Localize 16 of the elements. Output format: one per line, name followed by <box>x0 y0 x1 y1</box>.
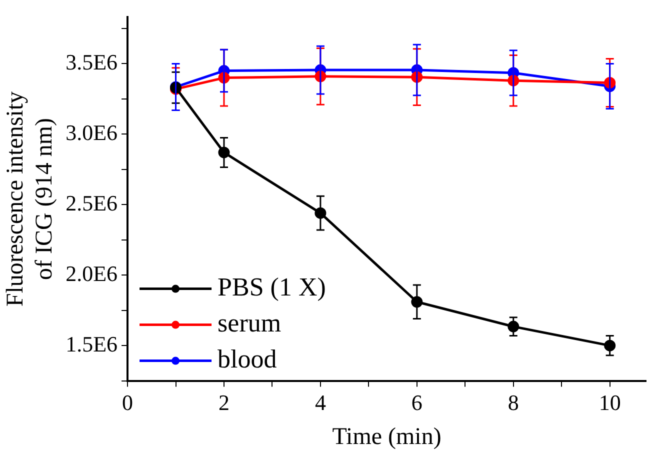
y-tick-label: 2.5E6 <box>66 190 118 216</box>
x-tick-label: 8 <box>508 390 519 415</box>
x-tick-label: 6 <box>411 390 422 415</box>
x-tick-label: 4 <box>314 390 326 415</box>
x-tick-label: 10 <box>598 390 621 415</box>
x-tick-label: 0 <box>122 390 134 415</box>
y-tick-label: 3.5E6 <box>66 49 118 74</box>
y-axis-title: Fluorescence intensity of ICG (914 nm) <box>2 91 58 307</box>
x-tick-label: 2 <box>218 390 230 415</box>
legend-label: serum <box>218 308 282 338</box>
legend-label: PBS (1 X) <box>218 272 326 302</box>
x-axis-title: Time (min) <box>332 424 442 450</box>
y-tick-label: 2.0E6 <box>66 260 118 286</box>
y-tick-label: 1.5E6 <box>66 331 118 356</box>
y-tick-label: 3.0E6 <box>66 120 118 145</box>
legend-label: blood <box>218 344 277 374</box>
